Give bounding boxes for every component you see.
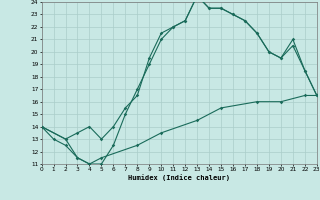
X-axis label: Humidex (Indice chaleur): Humidex (Indice chaleur) [128, 174, 230, 181]
